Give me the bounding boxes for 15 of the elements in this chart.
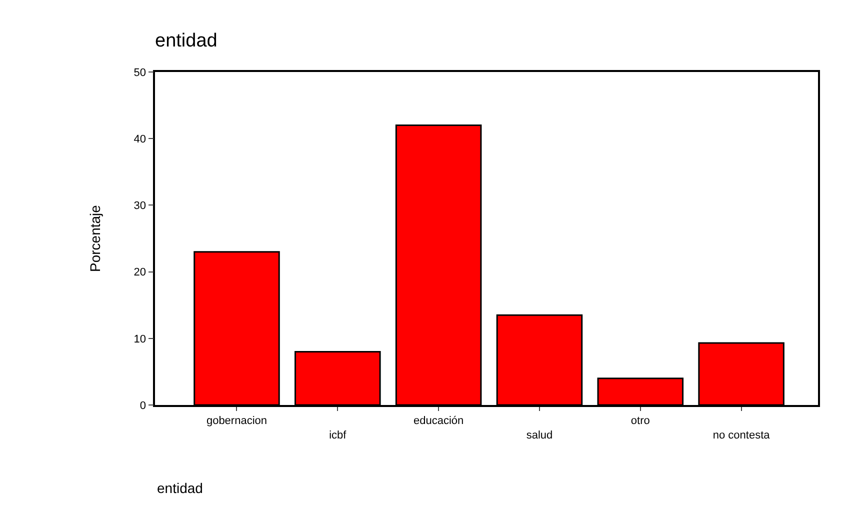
x-tick-label: gobernacion [206,414,268,427]
y-tick-label: 40 [134,133,146,146]
y-tick-label: 0 [140,400,146,412]
y-tick-label: 10 [134,333,146,346]
x-tick-label: educación [413,414,464,427]
x-tick-label: otro [630,414,650,427]
chart-title: entidad [155,30,218,52]
y-tick-label: 20 [134,266,146,279]
x-tick-label: no contesta [712,429,771,442]
x-tick-label: icbf [329,429,348,442]
y-axis-title: Porcentaje [86,204,103,272]
y-tick-label: 50 [134,66,146,79]
y-tick-label: 30 [134,200,146,212]
x-tick-label: salud [526,429,553,442]
x-axis-title: entidad [157,480,203,496]
